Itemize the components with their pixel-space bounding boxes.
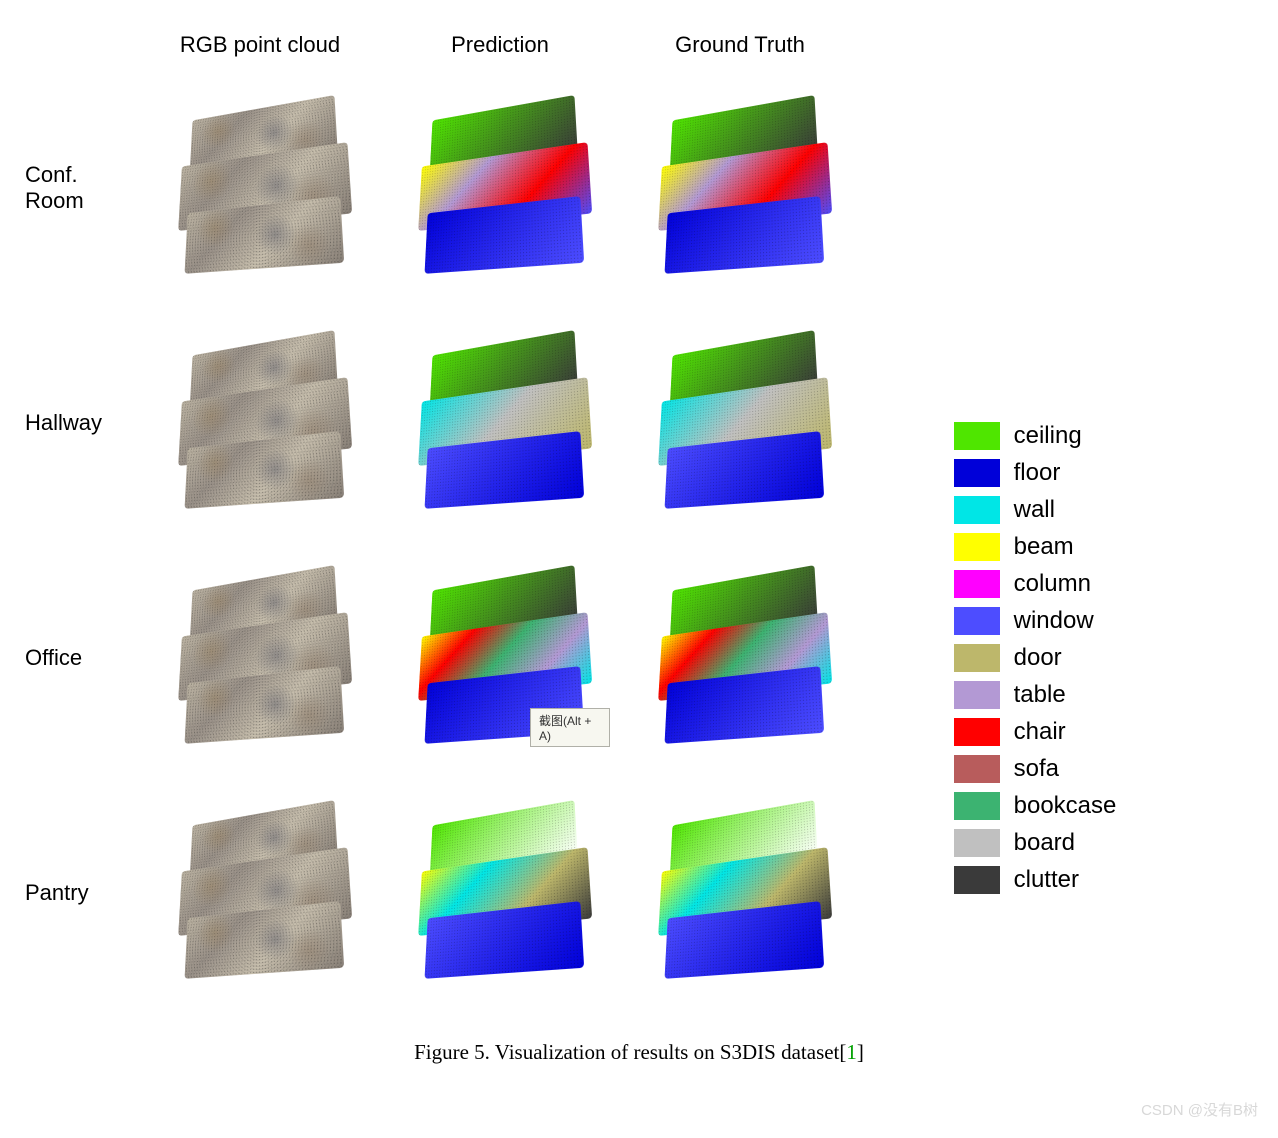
thumb-rgb xyxy=(150,793,370,993)
legend-item: window xyxy=(954,607,1117,635)
caption-ref-link[interactable]: 1 xyxy=(846,1040,857,1064)
legend-item: door xyxy=(954,644,1117,672)
thumb-rgb xyxy=(150,558,370,758)
thumb-rgb xyxy=(150,323,370,523)
legend-label: bookcase xyxy=(1014,792,1117,820)
thumb-rgb xyxy=(150,88,370,288)
legend-label: beam xyxy=(1014,533,1074,561)
legend-item: column xyxy=(954,570,1117,598)
legend-swatch xyxy=(954,644,1000,672)
legend-item: chair xyxy=(954,718,1117,746)
legend-label: chair xyxy=(1014,718,1066,746)
row-label: Pantry xyxy=(10,880,89,906)
legend-item: clutter xyxy=(954,866,1117,894)
watermark: CSDN @没有B树 xyxy=(1141,1099,1258,1120)
thumb-ground-truth xyxy=(630,323,850,523)
thumb-ground-truth xyxy=(630,793,850,993)
legend-label: floor xyxy=(1014,459,1061,487)
legend-item: sofa xyxy=(954,755,1117,783)
legend: ceiling floor wall beam column window door tabl… xyxy=(904,422,1117,894)
legend-item: ceiling xyxy=(954,422,1117,450)
caption-suffix: ] xyxy=(857,1040,864,1064)
legend-label: sofa xyxy=(1014,755,1059,783)
legend-swatch xyxy=(954,755,1000,783)
legend-item: floor xyxy=(954,459,1117,487)
legend-label: window xyxy=(1014,607,1094,635)
legend-swatch xyxy=(954,422,1000,450)
figure-caption: Figure 5. Visualization of results on S3… xyxy=(10,1040,1268,1065)
legend-item: wall xyxy=(954,496,1117,524)
col-header-prediction: Prediction xyxy=(451,32,549,58)
legend-swatch xyxy=(954,459,1000,487)
figure-grid: RGB point cloud Prediction Ground Truth … xyxy=(10,20,1268,1010)
row-label: Conf. Room xyxy=(10,162,140,214)
legend-item: beam xyxy=(954,533,1117,561)
thumb-prediction xyxy=(390,793,610,993)
legend-swatch xyxy=(954,866,1000,894)
legend-label: table xyxy=(1014,681,1066,709)
thumb-prediction xyxy=(390,88,610,288)
legend-label: door xyxy=(1014,644,1062,672)
legend-swatch xyxy=(954,496,1000,524)
legend-item: table xyxy=(954,681,1117,709)
legend-label: clutter xyxy=(1014,866,1079,894)
col-header-rgb: RGB point cloud xyxy=(180,32,340,58)
legend-swatch xyxy=(954,570,1000,598)
thumb-ground-truth xyxy=(630,88,850,288)
legend-swatch xyxy=(954,718,1000,746)
thumb-prediction: 截图(Alt + A) xyxy=(390,558,610,758)
row-label: Hallway xyxy=(10,410,102,436)
legend-item: bookcase xyxy=(954,792,1117,820)
col-header-gt: Ground Truth xyxy=(675,32,805,58)
legend-swatch xyxy=(954,607,1000,635)
legend-swatch xyxy=(954,681,1000,709)
thumb-ground-truth xyxy=(630,558,850,758)
legend-label: board xyxy=(1014,829,1075,857)
figure-container: RGB point cloud Prediction Ground Truth … xyxy=(10,20,1268,1118)
legend-label: ceiling xyxy=(1014,422,1082,450)
legend-item: board xyxy=(954,829,1117,857)
screenshot-tooltip: 截图(Alt + A) xyxy=(530,708,610,747)
row-label: Office xyxy=(10,645,82,671)
legend-label: wall xyxy=(1014,496,1055,524)
legend-swatch xyxy=(954,792,1000,820)
thumb-prediction xyxy=(390,323,610,523)
legend-swatch xyxy=(954,533,1000,561)
legend-swatch xyxy=(954,829,1000,857)
caption-prefix: Figure 5. Visualization of results on S3… xyxy=(414,1040,846,1064)
legend-label: column xyxy=(1014,570,1091,598)
